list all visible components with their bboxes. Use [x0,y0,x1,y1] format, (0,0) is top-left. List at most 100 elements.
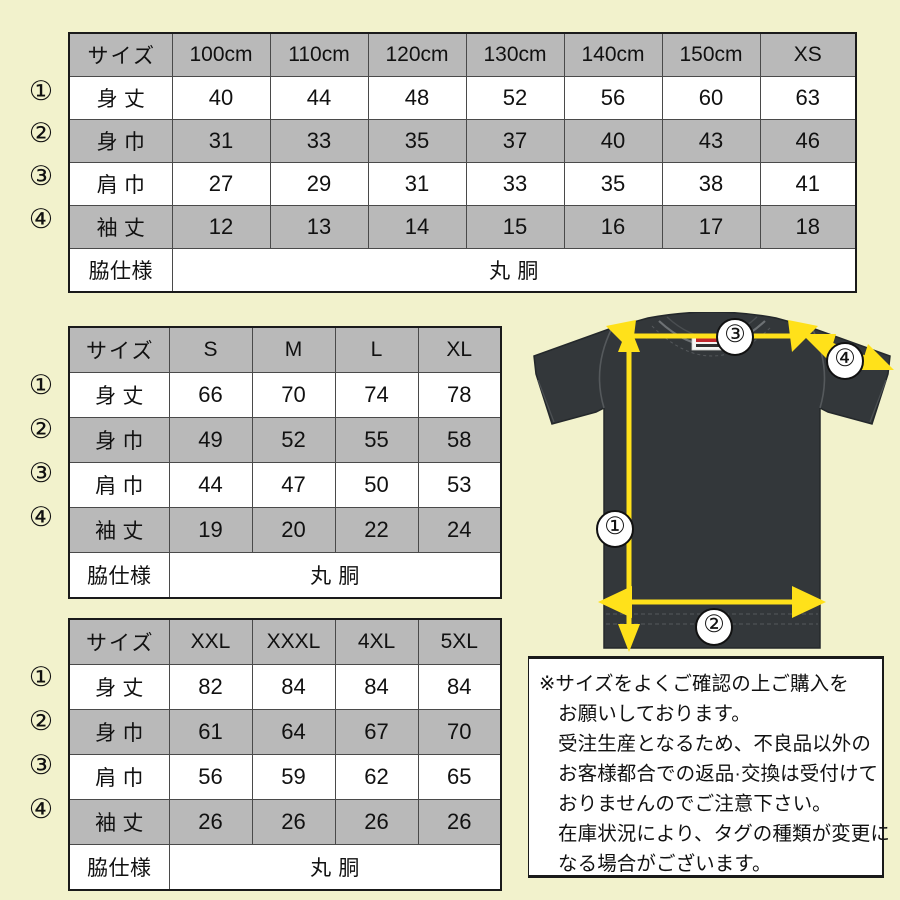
cell-width-5xl: 70 [417,709,502,755]
table-row: 肩巾 27 29 31 33 35 38 41 [68,162,857,206]
cell-length-xxl: 82 [168,664,253,710]
cell-length-150cm: 60 [661,76,761,120]
table-footer-row: 脇仕様 丸胴 [68,552,502,599]
cell-length-xxxl: 84 [251,664,336,710]
row-label-length: 身丈 [68,664,170,710]
cell-length-xl: 78 [417,372,502,418]
left-sleeve-seam [598,327,613,409]
table-row: 袖丈 26 26 26 26 [68,799,502,845]
cell-shoulder-5xl: 65 [417,754,502,800]
cell-shoulder-xxxl: 59 [251,754,336,800]
notice-line-7: なる場合がございます。 [558,853,772,875]
cell-width-130cm: 37 [465,119,565,163]
cell-width-xxl: 61 [168,709,253,755]
cell-sleeve-140cm: 16 [563,205,663,249]
notice-line-2: お願いしております。 [558,703,751,725]
notice-line-3: 受注生産となるため、不良品以外の [558,733,871,755]
header-cell-xs: XS [759,32,857,77]
right-sleeve-hem [869,379,887,423]
header-cell-130cm: 130cm [465,32,565,77]
marker-2: ② [28,414,54,444]
header-cell-110cm: 110cm [269,32,369,77]
cell-sleeve-m: 20 [251,507,336,553]
header-cell-size: サイズ [68,32,173,77]
header-cell-5xl: 5XL [417,618,502,665]
tshirt-measurement-diagram: ① ② ③ ④ [528,312,896,654]
marker-column-table-3: ① ② ③ ④ [18,664,64,834]
cell-width-100cm: 31 [171,119,271,163]
table-row: 身丈 40 44 48 52 56 60 63 [68,76,857,120]
row-label-side-spec: 脇仕様 [68,844,170,891]
cell-width-xl: 58 [417,417,502,463]
row-label-side-spec: 脇仕様 [68,248,173,293]
table-row: 袖丈 12 13 14 15 16 17 18 [68,205,857,249]
row-label-sleeve: 袖丈 [68,205,173,249]
marker-1: ① [28,370,54,400]
purchase-notice-box: ※サイズをよくご確認の上ご購入を お願いしております。 受注生産となるため、不良… [528,656,890,878]
cell-sleeve-xl: 24 [417,507,502,553]
notice-line-5: おりませんのでご注意下さい。 [558,793,832,815]
big-size-table: サイズ XXL XXXL 4XL 5XL 身丈 82 84 84 84 身巾 6… [68,618,502,891]
cell-shoulder-l: 50 [334,462,419,508]
badge-shoulder-width: ③ [716,318,754,356]
table-footer-row: 脇仕様 丸胴 [68,248,857,293]
table-row: 肩巾 44 47 50 53 [68,462,502,508]
cell-shoulder-150cm: 38 [661,162,761,206]
row-label-shoulder: 肩巾 [68,162,173,206]
marker-column-table-2: ① ② ③ ④ [18,372,64,542]
cell-width-140cm: 40 [563,119,663,163]
table-row: 身丈 66 70 74 78 [68,372,502,418]
marker-4: ④ [28,502,54,532]
badge-body-width: ② [695,608,733,646]
brand-tag-text [696,344,728,347]
row-label-width: 身巾 [68,417,170,463]
cell-width-110cm: 33 [269,119,369,163]
left-sleeve-hem [537,379,555,423]
table-row: 肩巾 56 59 62 65 [68,754,502,800]
cell-length-m: 70 [251,372,336,418]
marker-2: ② [28,706,54,736]
arrow-shoulder-width [606,320,818,352]
cell-shoulder-m: 47 [251,462,336,508]
row-label-shoulder: 肩巾 [68,462,170,508]
header-cell-size: サイズ [68,326,170,373]
cell-sleeve-130cm: 15 [465,205,565,249]
notice-line-6: 在庫状況により、タグの種類が変更に [558,823,890,845]
marker-1: ① [28,662,54,692]
cell-sleeve-l: 22 [334,507,419,553]
cell-side-spec-value: 丸胴 [171,248,857,293]
cell-length-4xl: 84 [334,664,419,710]
cell-length-110cm: 44 [269,76,369,120]
header-cell-l: L [334,326,419,373]
header-cell-m: M [251,326,336,373]
cell-length-s: 66 [168,372,253,418]
cell-sleeve-xxxl: 26 [251,799,336,845]
header-cell-size: サイズ [68,618,170,665]
header-cell-4xl: 4XL [334,618,419,665]
table-row: 身巾 49 52 55 58 [68,417,502,463]
row-label-length: 身丈 [68,76,173,120]
table-row: 袖丈 19 20 22 24 [68,507,502,553]
cell-sleeve-xxl: 26 [168,799,253,845]
adult-size-table: サイズ S M L XL 身丈 66 70 74 78 身巾 49 52 55 … [68,326,502,599]
cell-shoulder-100cm: 27 [171,162,271,206]
cell-sleeve-xs: 18 [759,205,857,249]
cell-width-m: 52 [251,417,336,463]
marker-2: ② [28,118,54,148]
row-label-width: 身巾 [68,119,173,163]
header-cell-xxl: XXL [168,618,253,665]
cell-sleeve-100cm: 12 [171,205,271,249]
marker-4: ④ [28,794,54,824]
table-row: 身巾 61 64 67 70 [68,709,502,755]
cell-length-xs: 63 [759,76,857,120]
table-footer-row: 脇仕様 丸胴 [68,844,502,891]
header-cell-100cm: 100cm [171,32,271,77]
cell-length-130cm: 52 [465,76,565,120]
arrow-body-width [598,586,826,618]
marker-3: ③ [28,458,54,488]
row-label-sleeve: 袖丈 [68,799,170,845]
cell-sleeve-150cm: 17 [661,205,761,249]
cell-sleeve-4xl: 26 [334,799,419,845]
cell-side-spec-value: 丸胴 [168,844,502,891]
header-cell-150cm: 150cm [661,32,761,77]
